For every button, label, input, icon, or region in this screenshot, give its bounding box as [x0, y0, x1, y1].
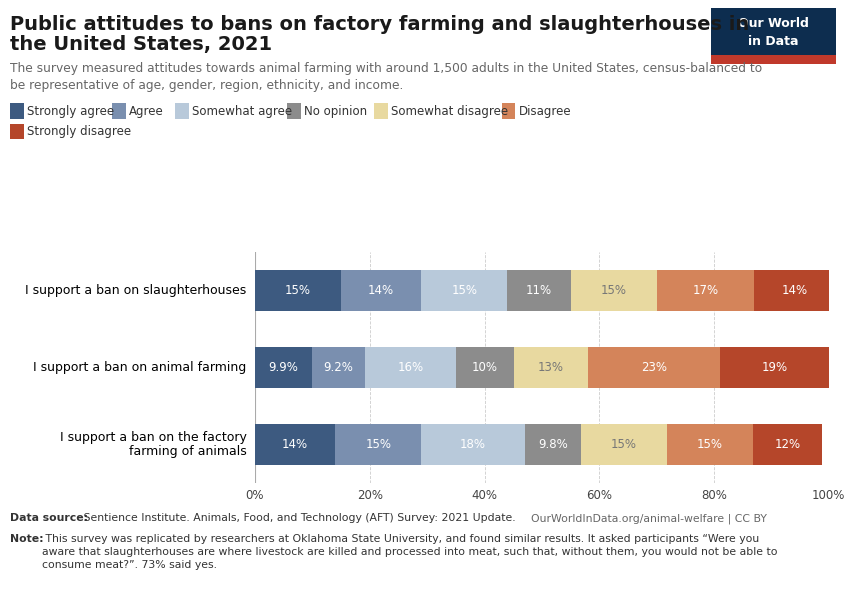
Text: Public attitudes to bans on factory farming and slaughterhouses in: Public attitudes to bans on factory farm… [10, 15, 750, 34]
Text: 17%: 17% [693, 284, 718, 297]
Text: 9.8%: 9.8% [538, 438, 568, 451]
Text: 15%: 15% [601, 284, 626, 297]
Text: Somewhat disagree: Somewhat disagree [391, 104, 508, 118]
Bar [754, 271, 835, 311]
Bar [422, 271, 507, 311]
Text: Strongly agree: Strongly agree [27, 104, 114, 118]
Bar [422, 424, 524, 464]
Text: No opinion: No opinion [304, 104, 367, 118]
Text: Agree: Agree [129, 104, 164, 118]
Text: Sentience Institute. Animals, Food, and Technology (AFT) Survey: 2021 Update.: Sentience Institute. Animals, Food, and … [80, 513, 515, 523]
Text: 14%: 14% [368, 284, 394, 297]
Text: 16%: 16% [398, 361, 423, 374]
Bar [335, 424, 422, 464]
Text: 12%: 12% [774, 438, 801, 451]
Bar [524, 424, 581, 464]
Text: 9.2%: 9.2% [323, 361, 353, 374]
Bar [588, 347, 720, 388]
Text: Disagree: Disagree [518, 104, 571, 118]
Bar [570, 271, 657, 311]
Bar [312, 347, 365, 388]
Text: The survey measured attitudes towards animal farming with around 1,500 adults in: The survey measured attitudes towards an… [10, 62, 762, 92]
Text: 13%: 13% [538, 361, 564, 374]
Bar [657, 271, 754, 311]
Text: 15%: 15% [451, 284, 478, 297]
Bar [255, 271, 341, 311]
Text: 10%: 10% [472, 361, 498, 374]
Text: the United States, 2021: the United States, 2021 [10, 35, 272, 54]
Text: 15%: 15% [285, 284, 311, 297]
Bar [255, 424, 335, 464]
Text: 23%: 23% [642, 361, 667, 374]
Bar [341, 271, 422, 311]
Text: 14%: 14% [781, 284, 807, 297]
Bar [753, 424, 822, 464]
Bar [365, 347, 456, 388]
Text: 9.9%: 9.9% [269, 361, 298, 374]
Text: in Data: in Data [748, 35, 799, 47]
Text: Data source:: Data source: [10, 513, 88, 523]
Text: 14%: 14% [282, 438, 309, 451]
Text: 18%: 18% [460, 438, 486, 451]
Text: Strongly disagree: Strongly disagree [27, 125, 131, 139]
Bar [667, 424, 753, 464]
Bar [513, 347, 588, 388]
Bar [720, 347, 830, 388]
Bar [507, 271, 570, 311]
Text: Our World: Our World [738, 17, 809, 30]
Text: 11%: 11% [526, 284, 552, 297]
Bar [581, 424, 667, 464]
Text: This survey was replicated by researchers at Oklahoma State University, and foun: This survey was replicated by researcher… [42, 534, 778, 571]
Text: 15%: 15% [697, 438, 723, 451]
Text: 19%: 19% [762, 361, 788, 374]
Bar [255, 347, 312, 388]
Text: Somewhat agree: Somewhat agree [192, 104, 292, 118]
Bar [456, 347, 513, 388]
Text: OurWorldInData.org/animal-welfare | CC BY: OurWorldInData.org/animal-welfare | CC B… [531, 513, 767, 523]
Text: Note:: Note: [10, 534, 44, 544]
Text: 15%: 15% [366, 438, 391, 451]
Text: 15%: 15% [611, 438, 637, 451]
